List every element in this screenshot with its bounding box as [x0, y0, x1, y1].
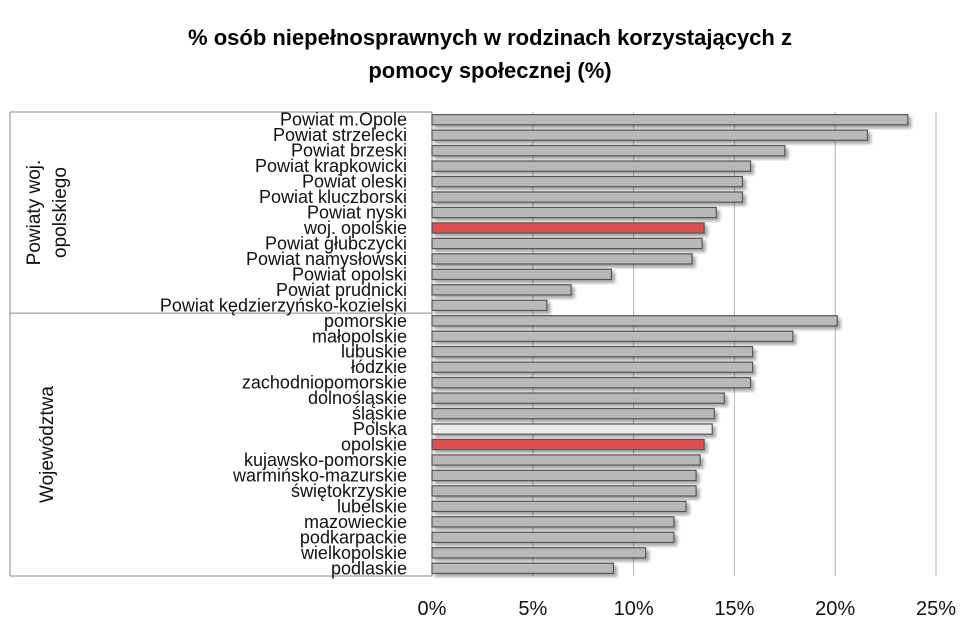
bar-1-6 — [431, 407, 715, 420]
category-label: Powiat nyski — [307, 203, 407, 223]
group-label-0-line-0: Powiaty woj. — [24, 160, 45, 266]
category-label: warmińsko-mazurskie — [232, 465, 407, 485]
x-tick-label: 5% — [518, 598, 547, 620]
bar-0-1 — [431, 129, 869, 141]
bar-0-4 — [431, 175, 744, 188]
bar-1-14 — [431, 531, 675, 544]
bar-1-1 — [431, 330, 794, 342]
category-label: Powiat m.Opole — [280, 110, 407, 130]
bar-0-7 — [431, 222, 705, 234]
category-label: podkarpackie — [300, 527, 407, 547]
category-label: łódzkie — [351, 357, 407, 377]
category-axis-frame — [9, 111, 433, 577]
group-labels: Powiaty woj. opolskiego Województwa — [24, 160, 71, 503]
category-label: małopolskie — [312, 326, 407, 346]
category-label: lubuskie — [341, 342, 407, 362]
category-label: opolskie — [341, 435, 407, 455]
category-label: Powiat strzelecki — [273, 125, 407, 145]
bars — [431, 114, 909, 574]
category-label: Powiat oleski — [302, 172, 407, 192]
bar-1-2 — [431, 346, 754, 358]
bar-1-4 — [431, 376, 752, 389]
category-label: zachodniopomorskie — [242, 373, 407, 393]
category-label: wielkopolskie — [300, 543, 407, 563]
bar-1-10 — [431, 469, 697, 482]
bar-0-10 — [431, 268, 613, 281]
x-tick-label: 10% — [614, 598, 654, 620]
chart-title-line-1: % osób niepełnosprawnych w rodzinach kor… — [188, 25, 792, 50]
bar-0-2 — [431, 144, 786, 157]
bar-1-11 — [431, 485, 697, 497]
x-tick-label: 20% — [815, 598, 855, 620]
category-label: Powiat kluczborski — [259, 187, 407, 207]
bar-1-16 — [431, 562, 615, 574]
bar-1-3 — [431, 361, 754, 373]
bar-0-12 — [431, 299, 548, 312]
category-label: Powiat brzeski — [291, 141, 407, 161]
category-label: świętokrzyskie — [291, 481, 407, 501]
bar-1-9 — [431, 454, 701, 466]
bar-0-5 — [431, 191, 744, 203]
x-tick-label: 25% — [916, 598, 956, 620]
gridlines — [532, 112, 937, 576]
bar-0-3 — [431, 160, 752, 172]
category-label: pomorskie — [324, 311, 407, 331]
category-label: Powiat prudnicki — [276, 280, 407, 300]
category-label: lubelskie — [337, 496, 407, 516]
bar-0-0 — [431, 114, 909, 126]
category-label: woj. opolskie — [303, 218, 407, 238]
bar-1-7 — [431, 423, 713, 435]
bar-1-8 — [431, 438, 705, 451]
category-label: kujawsko-pomorskie — [244, 450, 407, 470]
x-axis-ticks: 0% 5% 10% 15% 20% 25% — [418, 598, 957, 620]
category-label: śląskie — [352, 404, 407, 424]
category-label: dolnośląskie — [308, 388, 407, 408]
bar-1-12 — [431, 500, 687, 513]
x-tick-label: 15% — [714, 598, 754, 620]
category-label: podlaskie — [331, 558, 407, 578]
category-label: Powiat głubczycki — [265, 233, 407, 253]
category-label: Polska — [353, 419, 408, 439]
bar-0-9 — [431, 253, 693, 265]
group-label-1-line-0: Województwa — [37, 386, 58, 503]
bar-1-13 — [431, 516, 675, 528]
bar-0-8 — [431, 237, 703, 250]
bar-1-5 — [431, 392, 725, 404]
x-tick-label: 0% — [418, 598, 447, 620]
bar-1-15 — [431, 547, 647, 559]
category-label: Powiat namysłowski — [246, 249, 407, 269]
category-label: Powiat opolski — [292, 264, 407, 284]
category-label: Powiat krapkowicki — [255, 156, 407, 176]
chart-title-line-2: pomocy społecznej (%) — [368, 58, 611, 83]
category-label: Powiat kędzierzyńsko-kozielski — [160, 295, 407, 315]
group-label-0-line-1: opolskiego — [50, 167, 71, 258]
bar-0-6 — [431, 206, 717, 219]
bar-0-11 — [431, 284, 572, 296]
bar-1-0 — [431, 315, 838, 327]
category-label: mazowieckie — [304, 512, 407, 532]
